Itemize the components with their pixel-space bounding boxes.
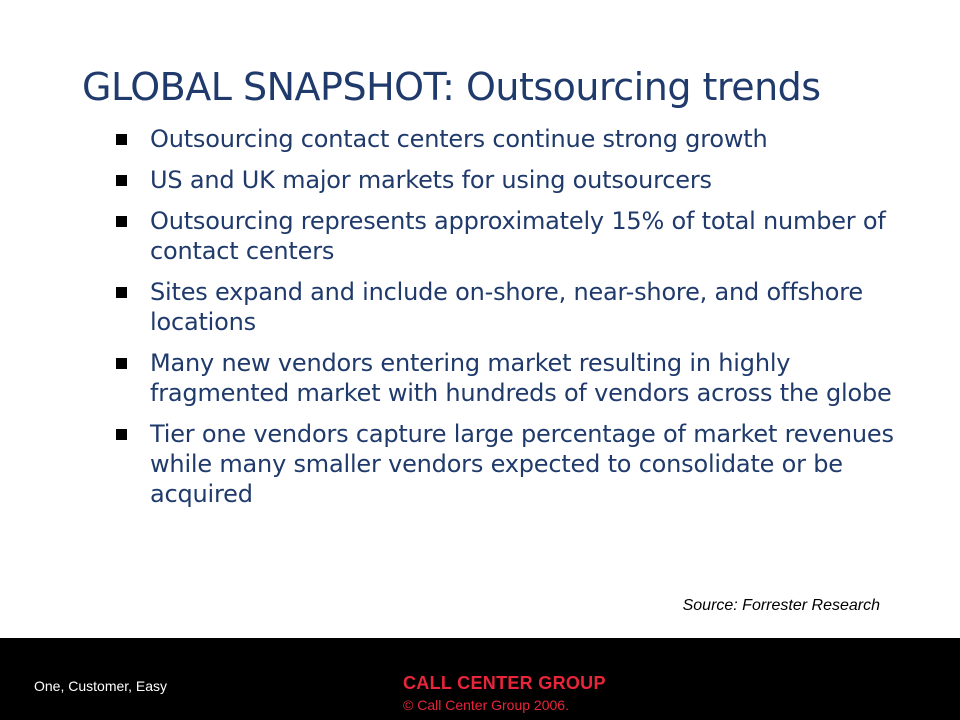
copyright-notice: © Call Center Group 2006. xyxy=(403,697,569,713)
bullet-text: US and UK major markets for using outsou… xyxy=(150,166,712,194)
bullet-text: Outsourcing contact centers continue str… xyxy=(150,125,768,153)
square-bullet-icon xyxy=(116,134,127,145)
square-bullet-icon xyxy=(116,358,127,369)
bullet-list: Outsourcing contact centers continue str… xyxy=(116,124,896,520)
square-bullet-icon xyxy=(116,216,127,227)
bullet-text: Outsourcing represents approximately 15%… xyxy=(150,207,886,265)
bullet-item: Tier one vendors capture large percentag… xyxy=(116,419,896,509)
bullet-item: Sites expand and include on-shore, near-… xyxy=(116,277,896,337)
slide-title: GLOBAL SNAPSHOT: Outsourcing trends xyxy=(82,65,821,109)
bullet-item: Outsourcing represents approximately 15%… xyxy=(116,206,896,266)
square-bullet-icon xyxy=(116,287,127,298)
company-name: CALL CENTER GROUP xyxy=(403,673,606,693)
footer-bar: One, Customer, Easy CALL CENTER GROUP © … xyxy=(0,638,960,720)
bullet-text: Sites expand and include on-shore, near-… xyxy=(150,278,863,336)
square-bullet-icon xyxy=(116,175,127,186)
bullet-text: Many new vendors entering market resulti… xyxy=(150,349,892,407)
bullet-item: Outsourcing contact centers continue str… xyxy=(116,124,896,154)
footer-tagline: One, Customer, Easy xyxy=(34,678,168,694)
bullet-item: US and UK major markets for using outsou… xyxy=(116,165,896,195)
source-citation: Source: Forrester Research xyxy=(682,597,880,614)
square-bullet-icon xyxy=(116,429,127,440)
bullet-item: Many new vendors entering market resulti… xyxy=(116,348,896,408)
bullet-text: Tier one vendors capture large percentag… xyxy=(150,420,894,508)
